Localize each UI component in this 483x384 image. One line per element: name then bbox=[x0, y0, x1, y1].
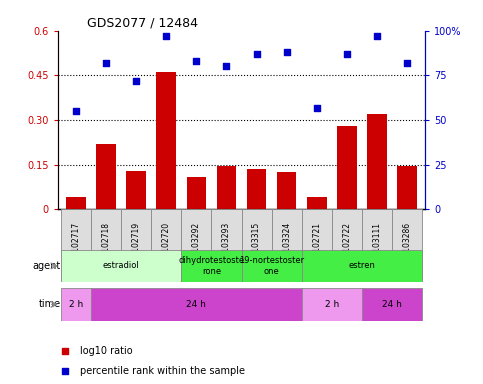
Text: GSM103286: GSM103286 bbox=[402, 222, 412, 268]
FancyBboxPatch shape bbox=[362, 209, 392, 280]
Point bbox=[223, 63, 230, 70]
Text: estradiol: estradiol bbox=[103, 262, 140, 270]
FancyBboxPatch shape bbox=[91, 209, 121, 280]
Point bbox=[162, 33, 170, 39]
Bar bbox=[217, 166, 236, 209]
FancyBboxPatch shape bbox=[392, 209, 422, 280]
Text: GSM102717: GSM102717 bbox=[71, 222, 81, 268]
FancyBboxPatch shape bbox=[181, 250, 242, 282]
Text: GSM102721: GSM102721 bbox=[312, 222, 321, 268]
Bar bbox=[397, 166, 417, 209]
Bar bbox=[277, 172, 297, 209]
FancyBboxPatch shape bbox=[61, 209, 91, 280]
Text: GSM102719: GSM102719 bbox=[132, 222, 141, 268]
Text: 24 h: 24 h bbox=[186, 300, 206, 309]
Bar bbox=[66, 197, 86, 209]
Point bbox=[193, 58, 200, 64]
Text: GSM103324: GSM103324 bbox=[282, 222, 291, 268]
Text: log10 ratio: log10 ratio bbox=[80, 346, 133, 356]
Point bbox=[373, 33, 381, 39]
Point bbox=[343, 51, 351, 57]
Point bbox=[61, 348, 69, 354]
Point bbox=[283, 49, 290, 55]
Text: GSM103292: GSM103292 bbox=[192, 222, 201, 268]
Text: 2 h: 2 h bbox=[69, 300, 83, 309]
FancyBboxPatch shape bbox=[151, 209, 181, 280]
Bar bbox=[156, 72, 176, 209]
FancyBboxPatch shape bbox=[91, 288, 302, 321]
Text: 2 h: 2 h bbox=[325, 300, 339, 309]
Text: time: time bbox=[39, 299, 61, 310]
Text: estren: estren bbox=[348, 262, 375, 270]
Text: dihydrotestoste
rone: dihydrotestoste rone bbox=[178, 256, 244, 276]
Text: GSM102722: GSM102722 bbox=[342, 222, 351, 268]
FancyBboxPatch shape bbox=[61, 250, 181, 282]
Text: GSM103315: GSM103315 bbox=[252, 222, 261, 268]
Text: agent: agent bbox=[33, 261, 61, 271]
Text: percentile rank within the sample: percentile rank within the sample bbox=[80, 366, 245, 376]
FancyBboxPatch shape bbox=[212, 209, 242, 280]
FancyBboxPatch shape bbox=[362, 288, 422, 321]
FancyBboxPatch shape bbox=[302, 209, 332, 280]
Text: GDS2077 / 12484: GDS2077 / 12484 bbox=[87, 17, 199, 30]
FancyBboxPatch shape bbox=[242, 209, 271, 280]
Bar bbox=[96, 144, 116, 209]
Point bbox=[313, 104, 321, 111]
FancyBboxPatch shape bbox=[302, 288, 362, 321]
Point bbox=[253, 51, 260, 57]
Bar bbox=[186, 177, 206, 209]
Point bbox=[72, 108, 80, 114]
Bar bbox=[307, 197, 327, 209]
FancyBboxPatch shape bbox=[181, 209, 212, 280]
Text: GSM102720: GSM102720 bbox=[162, 222, 171, 268]
Point bbox=[102, 60, 110, 66]
FancyBboxPatch shape bbox=[61, 288, 91, 321]
Text: 24 h: 24 h bbox=[382, 300, 402, 309]
Text: GSM103111: GSM103111 bbox=[372, 222, 382, 268]
Bar bbox=[127, 170, 146, 209]
Bar bbox=[337, 126, 356, 209]
Text: GSM103293: GSM103293 bbox=[222, 222, 231, 268]
Text: 19-nortestoster
one: 19-nortestoster one bbox=[239, 256, 304, 276]
FancyBboxPatch shape bbox=[242, 250, 302, 282]
Point bbox=[132, 78, 140, 84]
Bar bbox=[367, 114, 387, 209]
FancyBboxPatch shape bbox=[332, 209, 362, 280]
FancyBboxPatch shape bbox=[121, 209, 151, 280]
Bar bbox=[247, 169, 266, 209]
FancyBboxPatch shape bbox=[302, 250, 422, 282]
FancyBboxPatch shape bbox=[271, 209, 302, 280]
Point bbox=[61, 367, 69, 374]
Text: GSM102718: GSM102718 bbox=[101, 222, 111, 268]
Point bbox=[403, 60, 411, 66]
